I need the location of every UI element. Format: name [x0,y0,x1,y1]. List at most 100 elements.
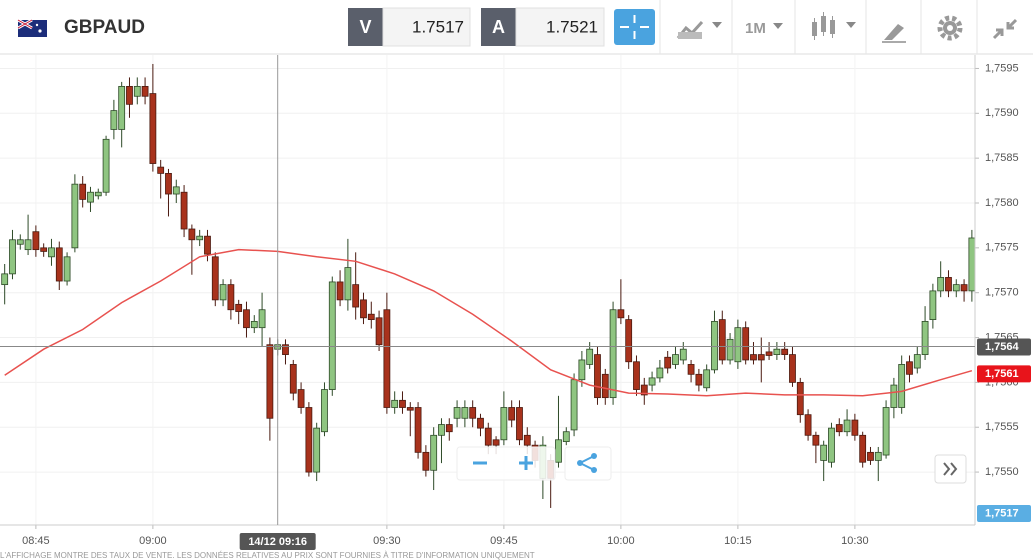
candle-body [835,424,843,433]
candle-body [867,451,874,461]
candle-body [609,309,617,399]
candle-body [453,407,461,419]
y-tick-label: 1,7570 [985,287,1019,299]
x-tick-label: 09:00 [139,535,167,547]
draw-button[interactable] [882,24,906,43]
candle-body [391,399,399,408]
scroll-end-button[interactable] [934,454,967,484]
y-tick-label: 1,7575 [985,242,1019,254]
candle-body [625,319,633,363]
ma-label: 1,7561 [985,368,1019,380]
candle-body [734,327,742,363]
candle-body [516,407,523,441]
crosshair-x-label: 14/12 09:16 [248,536,307,548]
candle-body [594,354,601,399]
bid-box [382,7,471,47]
candle-body [578,359,586,381]
candle-body [110,110,118,130]
candle-body [937,277,945,292]
candle-body [750,354,757,361]
x-tick-label: 09:30 [373,535,401,547]
candle-body [344,267,352,301]
candle-body [477,417,484,429]
candle-body [16,239,24,245]
candle-body [617,309,625,319]
candle-body [601,373,609,399]
y-tick-label: 1,7590 [985,107,1019,119]
candle-body [804,414,812,436]
candle-body [141,85,149,97]
collapse-button[interactable] [992,18,1018,40]
candle-body [461,407,469,419]
x-tick-label: 09:45 [490,535,518,547]
candle-body [40,247,48,252]
candle-body [633,361,640,390]
candle-body [812,434,820,446]
candle-body [968,237,976,292]
candle-body [126,85,133,105]
candle-body [165,172,172,195]
candle-body [1,273,9,286]
candle-body [555,439,562,463]
candle-body [180,191,188,230]
candle-body [94,191,102,197]
toolbar: GBPAUD V 1.7517 A 1.7521 1M [0,0,1033,55]
overlays: 14/12 09:16 1,7564 1,7561 1,7517 [0,55,1031,550]
candle-body [718,319,726,361]
candle-body [711,320,718,371]
candle-body [703,369,711,389]
settings-button[interactable] [937,15,963,41]
candle-body [375,317,383,346]
candle-body [796,381,804,416]
ask-button[interactable] [481,8,516,46]
candle-body [945,277,952,292]
candle-body [266,344,274,419]
candle-body [282,344,289,355]
candle-body [204,235,211,255]
candle-body [874,451,882,461]
bid-button[interactable] [348,8,383,46]
zoom-controls [456,446,967,484]
candle-body [305,407,313,473]
x-tick-label: 08:45 [22,535,50,547]
candle-body [906,361,913,375]
candle-body [32,231,40,251]
candle-body [648,377,656,386]
candle-body [227,284,235,311]
zoom-in[interactable] [519,456,533,470]
candle-body [484,427,492,446]
candle-body [55,247,63,282]
candle-body [157,166,165,174]
bid-tag [977,505,1031,522]
ma-tag [977,365,1031,383]
candle-body [726,338,734,361]
candle-body [71,183,79,249]
share-button[interactable] [577,453,597,473]
candle-body [63,256,71,282]
candle-body [313,427,321,473]
candle-body [9,239,16,275]
candle-type-button[interactable] [812,12,856,40]
candle-body [523,434,531,446]
candle-body [500,407,508,441]
y-tick-label: 1,7550 [985,466,1019,478]
y-tick-label: 1,7580 [985,197,1019,209]
candle-body [508,407,516,421]
crosshair-button[interactable] [614,9,655,45]
bid-price: 1.7517 [412,17,464,36]
candle-body [422,451,430,471]
candle-body [406,407,414,411]
candle-body [773,348,781,355]
crosshair-y-label: 1,7564 [985,341,1020,353]
candle-body [882,407,890,456]
candle-body [336,281,344,301]
timeframe[interactable]: 1M [745,20,766,37]
candle-body [321,389,328,433]
candle-body [360,299,367,319]
candle-body [898,364,906,408]
candle-body [640,384,648,396]
candle-body [781,348,789,355]
candle-body [859,434,867,463]
candle-body [960,284,968,292]
chart-type-button[interactable] [676,20,722,39]
